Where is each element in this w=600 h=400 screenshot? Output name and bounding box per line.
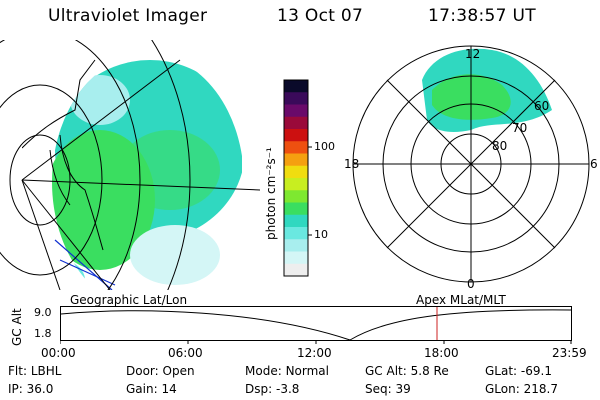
timeline-right-label: Apex MLat/MLT xyxy=(416,293,506,307)
date-label: 13 Oct 07 xyxy=(277,6,364,26)
color-bar-band xyxy=(284,202,308,216)
timeline-left-label: Geographic Lat/Lon xyxy=(70,293,188,307)
x-tick-2359: 23:59 xyxy=(552,346,587,360)
time-label: 17:38:57 UT xyxy=(428,6,536,26)
color-bar-band xyxy=(284,178,308,191)
status-gain-value: 14 xyxy=(161,382,177,396)
status-gain: Gain: 14 xyxy=(126,382,177,396)
status-mode-value: Normal xyxy=(285,364,329,378)
status-ip-value: 36.0 xyxy=(26,382,54,396)
y-tick-max: 9.0 xyxy=(34,306,52,319)
color-bar-band xyxy=(284,190,308,203)
x-tick-0600: 06:00 xyxy=(168,346,203,360)
altitude-timeline[interactable] xyxy=(60,306,574,344)
status-flt: Flt: LBHL xyxy=(8,364,62,378)
color-bar-band xyxy=(284,227,308,240)
polar-label-18: 18 xyxy=(344,157,359,171)
color-bar-gradient xyxy=(284,80,308,277)
polar-lat-80: 80 xyxy=(492,139,507,153)
color-bar-band xyxy=(284,165,308,179)
status-gc-alt-value: 5.8 Re xyxy=(410,364,449,378)
color-bar xyxy=(283,79,312,277)
timeline-y-title: GC Alt xyxy=(10,308,24,346)
altitude-curve xyxy=(60,309,572,341)
polar-label-6: 6 xyxy=(590,157,598,171)
color-bar-band xyxy=(284,116,308,130)
color-bar-band xyxy=(284,263,308,277)
color-bar-band xyxy=(284,129,308,142)
color-bar-unit: photon cm⁻²s⁻¹ xyxy=(264,147,278,240)
color-bar-tick-100: 100 xyxy=(314,140,335,153)
polar-lat-70: 70 xyxy=(512,121,527,135)
status-dsp: Dsp: -3.8 xyxy=(245,382,300,396)
lat-lon-grid xyxy=(0,40,260,290)
polar-plot[interactable]: 12 18 6 0 60 70 80 xyxy=(342,40,600,290)
x-tick-1800: 18:00 xyxy=(424,346,459,360)
color-bar-band xyxy=(284,141,308,154)
color-bar-band xyxy=(284,104,308,118)
polar-lat-60: 60 xyxy=(534,99,549,113)
timeline-ticks xyxy=(60,340,572,344)
color-bar-band xyxy=(284,214,308,228)
color-bar-band xyxy=(284,239,308,252)
color-bar-band xyxy=(284,80,308,93)
app-title: Ultraviolet Imager xyxy=(48,6,208,26)
aurora-image xyxy=(22,54,242,290)
color-bar-tick-10: 10 xyxy=(314,228,328,241)
polar-aurora xyxy=(422,48,552,132)
status-door-value: Open xyxy=(162,364,195,378)
color-bar-band xyxy=(284,251,308,265)
color-bar-band xyxy=(284,153,308,167)
polar-label-12: 12 xyxy=(465,47,480,61)
status-seq: Seq: 39 xyxy=(365,382,411,396)
status-flt-value: LBHL xyxy=(30,364,62,378)
status-glon: GLon: 218.7 xyxy=(485,382,558,396)
color-bar-band xyxy=(284,92,308,105)
x-tick-0000: 00:00 xyxy=(41,346,76,360)
status-door: Door: Open xyxy=(126,364,195,378)
status-glat: GLat: -69.1 xyxy=(485,364,552,378)
polar-grid xyxy=(352,45,590,283)
status-glat-value: -69.1 xyxy=(520,364,552,378)
polar-label-0: 0 xyxy=(467,277,475,290)
status-gc-alt: GC Alt: 5.8 Re xyxy=(365,364,449,378)
status-dsp-value: -3.8 xyxy=(275,382,300,396)
status-seq-value: 39 xyxy=(395,382,411,396)
status-mode: Mode: Normal xyxy=(245,364,329,378)
geographic-map[interactable] xyxy=(0,40,260,290)
x-tick-1200: 12:00 xyxy=(297,346,332,360)
y-tick-min: 1.8 xyxy=(34,327,52,340)
status-ip: IP: 36.0 xyxy=(8,382,54,396)
status-glon-value: 218.7 xyxy=(523,382,558,396)
